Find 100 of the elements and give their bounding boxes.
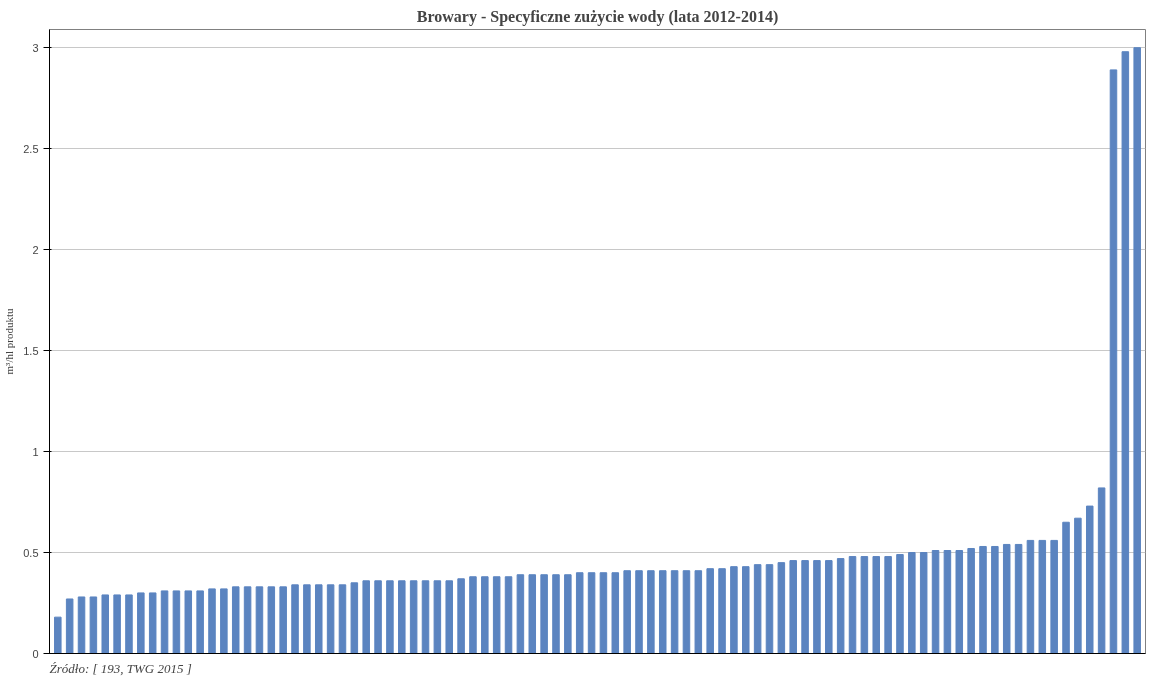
bar <box>694 570 703 654</box>
y-tick-label: 2.5 <box>23 142 39 155</box>
bar <box>848 556 857 654</box>
bar <box>1062 521 1070 654</box>
bar <box>801 560 809 654</box>
bar <box>492 576 501 654</box>
bar <box>65 598 74 654</box>
bar <box>599 572 608 654</box>
bar <box>255 586 264 654</box>
bar <box>991 545 999 654</box>
bar <box>1133 47 1141 654</box>
bar <box>540 574 548 654</box>
bar <box>742 566 750 654</box>
bar <box>1014 543 1023 654</box>
bar <box>647 570 655 654</box>
bar <box>172 590 181 654</box>
bar <box>706 568 714 654</box>
bar <box>979 545 987 654</box>
bar <box>1085 505 1094 654</box>
bar <box>326 584 335 654</box>
bar <box>765 564 774 654</box>
bar <box>101 594 110 654</box>
bar <box>291 584 299 654</box>
bar <box>208 588 216 654</box>
bar <box>469 576 477 654</box>
bar <box>670 570 679 654</box>
bar <box>528 574 537 654</box>
bar <box>635 570 643 654</box>
bar <box>623 570 631 654</box>
y-tick-label: 0 <box>32 647 39 660</box>
bar <box>753 564 762 654</box>
bar <box>1002 543 1011 654</box>
bar <box>718 568 726 654</box>
bar <box>421 580 430 654</box>
bar <box>196 590 204 654</box>
bar <box>386 580 394 654</box>
bar <box>374 580 382 654</box>
bar <box>445 580 453 654</box>
bar <box>564 574 572 654</box>
bar <box>860 556 869 654</box>
bar <box>1038 539 1047 654</box>
bar <box>54 616 62 654</box>
bar <box>813 560 821 654</box>
bar <box>967 547 975 654</box>
bar <box>160 590 169 654</box>
bar <box>872 556 881 654</box>
bar <box>184 590 193 654</box>
bar <box>658 570 667 654</box>
bar <box>931 550 940 654</box>
y-axis-title: m³/hl produktu <box>3 308 16 375</box>
bar <box>611 572 620 654</box>
bar <box>148 592 157 654</box>
bar <box>896 554 904 654</box>
bar <box>433 580 442 654</box>
bar <box>908 552 916 654</box>
bar <box>836 558 845 654</box>
bar <box>1026 539 1035 654</box>
bar <box>89 596 98 654</box>
bar <box>730 566 738 654</box>
y-tick-label: 1.5 <box>23 344 39 357</box>
bar <box>77 596 86 654</box>
y-tick-label: 1 <box>32 445 39 458</box>
bar <box>243 586 252 654</box>
bar <box>1121 51 1130 654</box>
bar <box>303 584 311 654</box>
bar <box>777 562 786 654</box>
bar <box>1097 487 1106 654</box>
bar <box>825 560 833 654</box>
bar <box>1074 517 1082 654</box>
bar <box>220 588 228 654</box>
text: Źródło: [ 193, TWG 2015 ] <box>49 660 192 676</box>
y-tick-label: 3 <box>32 41 39 54</box>
bar <box>113 594 121 654</box>
bar <box>955 550 964 654</box>
bar <box>884 556 892 654</box>
bar <box>575 572 584 654</box>
bar <box>587 572 596 654</box>
y-tick-label: 0.5 <box>23 546 39 559</box>
bar <box>279 586 287 654</box>
y-tick-label: 2 <box>32 243 39 256</box>
bar <box>125 594 133 654</box>
bar <box>137 592 145 654</box>
chart-title: Browary - Specyficzne zużycie wody (lata 2012-2014) <box>416 7 779 26</box>
bar <box>457 578 465 654</box>
bar <box>504 576 513 654</box>
bar <box>943 550 952 654</box>
bar <box>350 582 359 654</box>
bar <box>314 584 323 654</box>
bar <box>481 576 489 654</box>
bar <box>516 574 525 654</box>
bar <box>789 560 797 654</box>
bar <box>231 586 240 654</box>
bar <box>919 552 928 654</box>
bar <box>1109 69 1118 654</box>
bar <box>398 580 406 654</box>
bar <box>267 586 276 654</box>
bar <box>552 574 560 654</box>
bar <box>682 570 691 654</box>
bar <box>362 580 370 654</box>
bar <box>409 580 418 654</box>
